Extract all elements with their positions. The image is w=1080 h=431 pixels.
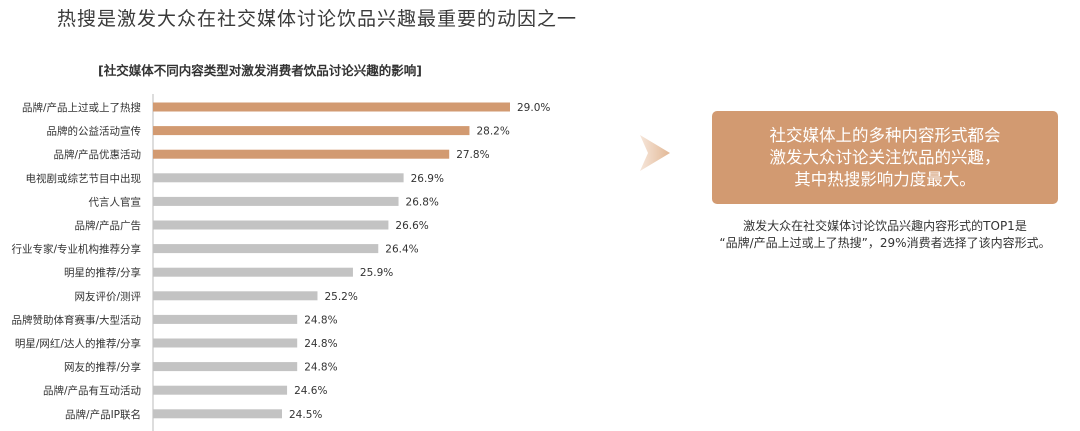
bar — [153, 173, 404, 183]
data-label: 24.8% — [304, 362, 337, 374]
category-label: 明星/网红/达人的推荐/分享 — [15, 337, 141, 350]
category-label: 品牌/产品广告 — [74, 219, 141, 232]
callout-line: 社交媒体上的多种内容形式都会 — [769, 125, 1001, 145]
category-label: 电视剧或综艺节目中出现 — [26, 172, 142, 185]
data-label: 24.5% — [289, 409, 322, 421]
data-label: 26.4% — [385, 244, 418, 256]
category-label: 行业专家/专业机构推荐分享 — [11, 243, 141, 256]
data-label: 28.2% — [476, 126, 509, 138]
category-label: 品牌/产品有互动活动 — [43, 384, 141, 397]
bar — [153, 291, 318, 301]
bar — [153, 126, 470, 136]
category-label: 网友评价/测评 — [74, 290, 141, 303]
data-label: 24.8% — [304, 314, 337, 326]
bar — [153, 409, 282, 419]
data-label: 26.9% — [411, 173, 444, 185]
summary-note: 激发大众在社交媒体讨论饮品兴趣内容形式的TOP1是 “品牌/产品上过或上了热搜”… — [712, 218, 1058, 252]
note-line: 激发大众在社交媒体讨论饮品兴趣内容形式的TOP1是 — [743, 219, 1027, 233]
page-title: 热搜是激发大众在社交媒体讨论饮品兴趣最重要的动因之一 — [57, 8, 578, 30]
bar — [153, 102, 510, 112]
category-label: 品牌的公益活动宣传 — [47, 125, 142, 138]
bar — [153, 244, 379, 254]
data-label: 24.6% — [294, 385, 327, 397]
data-label: 29.0% — [517, 102, 550, 114]
callout-line: 激发大众讨论关注饮品的兴趣， — [769, 147, 1001, 167]
bar — [153, 267, 353, 277]
data-label: 24.8% — [304, 338, 337, 350]
chart-title: [社交媒体不同内容类型对激发消费者饮品讨论兴趣的影响] — [98, 63, 422, 78]
category-label: 品牌赞助体育赛事/大型活动 — [11, 313, 141, 326]
data-label: 25.9% — [360, 267, 393, 279]
category-label: 品牌/产品上过或上了热搜 — [22, 101, 142, 114]
bar — [153, 362, 298, 372]
note-line: “品牌/产品上过或上了热搜”，29%消费者选择了该内容形式。 — [719, 236, 1051, 250]
callout-line: 其中热搜影响力度最大。 — [794, 169, 976, 189]
data-label: 27.8% — [456, 149, 489, 161]
category-label: 品牌/产品优惠活动 — [53, 148, 141, 161]
data-label: 25.2% — [324, 291, 357, 303]
category-label: 明星的推荐/分享 — [64, 266, 141, 279]
category-label: 代言人官宣 — [89, 195, 142, 208]
bar — [153, 338, 298, 348]
bar — [153, 220, 389, 230]
bar — [153, 314, 298, 324]
bar — [153, 196, 399, 206]
bar — [153, 149, 450, 159]
category-label: 网友的推荐/分享 — [64, 361, 141, 374]
category-label: 品牌/产品IP联名 — [65, 408, 141, 421]
bar — [153, 385, 288, 395]
data-label: 26.6% — [395, 220, 428, 232]
arrow-right-icon — [640, 135, 670, 171]
callout-box: 社交媒体上的多种内容形式都会 激发大众讨论关注饮品的兴趣， 其中热搜影响力度最大… — [712, 111, 1058, 204]
data-label: 26.8% — [406, 196, 439, 208]
bar-chart: 品牌/产品上过或上了热搜 29.0% 品牌的公益活动宣传 28.2% 品牌/产品优惠活动… — [11, 94, 550, 431]
